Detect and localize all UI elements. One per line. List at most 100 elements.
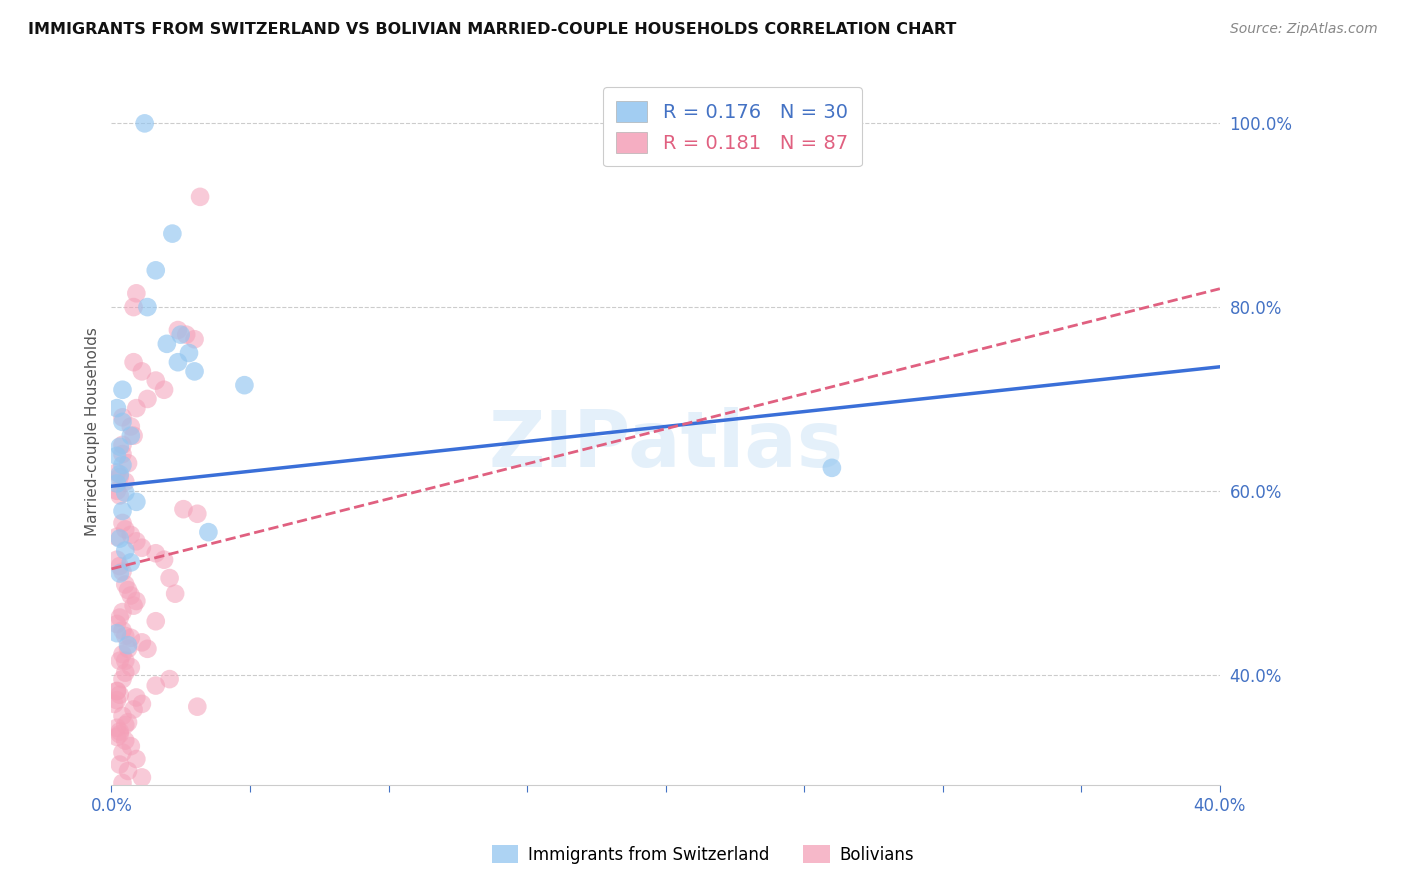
Point	[105, 449, 128, 463]
Point	[153, 552, 176, 566]
Point	[122, 702, 145, 716]
Point	[153, 383, 176, 397]
Point	[125, 752, 148, 766]
Point	[117, 764, 139, 778]
Point	[162, 227, 184, 241]
Point	[114, 733, 136, 747]
Point	[108, 488, 131, 502]
Point	[108, 566, 131, 581]
Point	[108, 532, 131, 546]
Point	[177, 346, 200, 360]
Legend: R = 0.176   N = 30, R = 0.181   N = 87: R = 0.176 N = 30, R = 0.181 N = 87	[603, 87, 862, 167]
Point	[111, 624, 134, 638]
Point	[122, 300, 145, 314]
Point	[120, 739, 142, 754]
Point	[108, 727, 131, 741]
Point	[108, 757, 131, 772]
Point	[167, 355, 190, 369]
Point	[159, 571, 181, 585]
Point	[111, 410, 134, 425]
Point	[108, 688, 131, 702]
Point	[145, 546, 167, 560]
Point	[111, 415, 134, 429]
Point	[131, 771, 153, 785]
Point	[821, 460, 844, 475]
Point	[125, 534, 148, 549]
Point	[170, 327, 193, 342]
Point	[105, 617, 128, 632]
Point	[111, 648, 134, 662]
Point	[174, 327, 197, 342]
Point	[105, 721, 128, 735]
Point	[145, 263, 167, 277]
Point	[145, 679, 167, 693]
Point	[108, 470, 131, 484]
Point	[114, 577, 136, 591]
Text: IMMIGRANTS FROM SWITZERLAND VS BOLIVIAN MARRIED-COUPLE HOUSEHOLDS CORRELATION CH: IMMIGRANTS FROM SWITZERLAND VS BOLIVIAN …	[28, 22, 956, 37]
Point	[165, 587, 187, 601]
Point	[114, 543, 136, 558]
Point	[111, 605, 134, 619]
Point	[114, 665, 136, 680]
Point	[105, 684, 128, 698]
Point	[111, 672, 134, 686]
Y-axis label: Married-couple Households: Married-couple Households	[86, 326, 100, 535]
Point	[105, 530, 128, 544]
Point	[159, 672, 181, 686]
Point	[136, 300, 159, 314]
Point	[117, 456, 139, 470]
Point	[114, 654, 136, 668]
Point	[114, 475, 136, 489]
Point	[114, 718, 136, 732]
Point	[131, 541, 153, 555]
Point	[136, 641, 159, 656]
Point	[111, 504, 134, 518]
Point	[233, 378, 256, 392]
Point	[111, 516, 134, 530]
Point	[105, 552, 128, 566]
Point	[108, 467, 131, 482]
Point	[105, 401, 128, 416]
Point	[120, 589, 142, 603]
Point	[125, 286, 148, 301]
Point	[186, 507, 208, 521]
Point	[111, 776, 134, 790]
Point	[145, 374, 167, 388]
Point	[111, 565, 134, 579]
Point	[108, 559, 131, 574]
Point	[156, 336, 179, 351]
Point	[120, 660, 142, 674]
Point	[122, 599, 145, 613]
Point	[105, 626, 128, 640]
Point	[111, 746, 134, 760]
Point	[125, 495, 148, 509]
Point	[117, 715, 139, 730]
Point	[172, 502, 194, 516]
Point	[183, 364, 205, 378]
Point	[105, 476, 128, 491]
Point	[131, 697, 153, 711]
Point	[114, 485, 136, 500]
Point	[103, 697, 125, 711]
Point	[120, 419, 142, 434]
Point	[120, 631, 142, 645]
Point	[131, 364, 153, 378]
Point	[197, 525, 219, 540]
Point	[105, 466, 128, 480]
Point	[125, 690, 148, 705]
Point	[111, 438, 134, 452]
Point	[186, 699, 208, 714]
Point	[125, 401, 148, 416]
Point	[122, 428, 145, 442]
Point	[108, 610, 131, 624]
Point	[111, 458, 134, 472]
Point	[117, 638, 139, 652]
Point	[111, 447, 134, 461]
Point	[120, 428, 142, 442]
Point	[105, 693, 128, 707]
Point	[136, 392, 159, 406]
Point	[120, 556, 142, 570]
Point	[183, 332, 205, 346]
Text: Source: ZipAtlas.com: Source: ZipAtlas.com	[1230, 22, 1378, 37]
Point	[114, 522, 136, 536]
